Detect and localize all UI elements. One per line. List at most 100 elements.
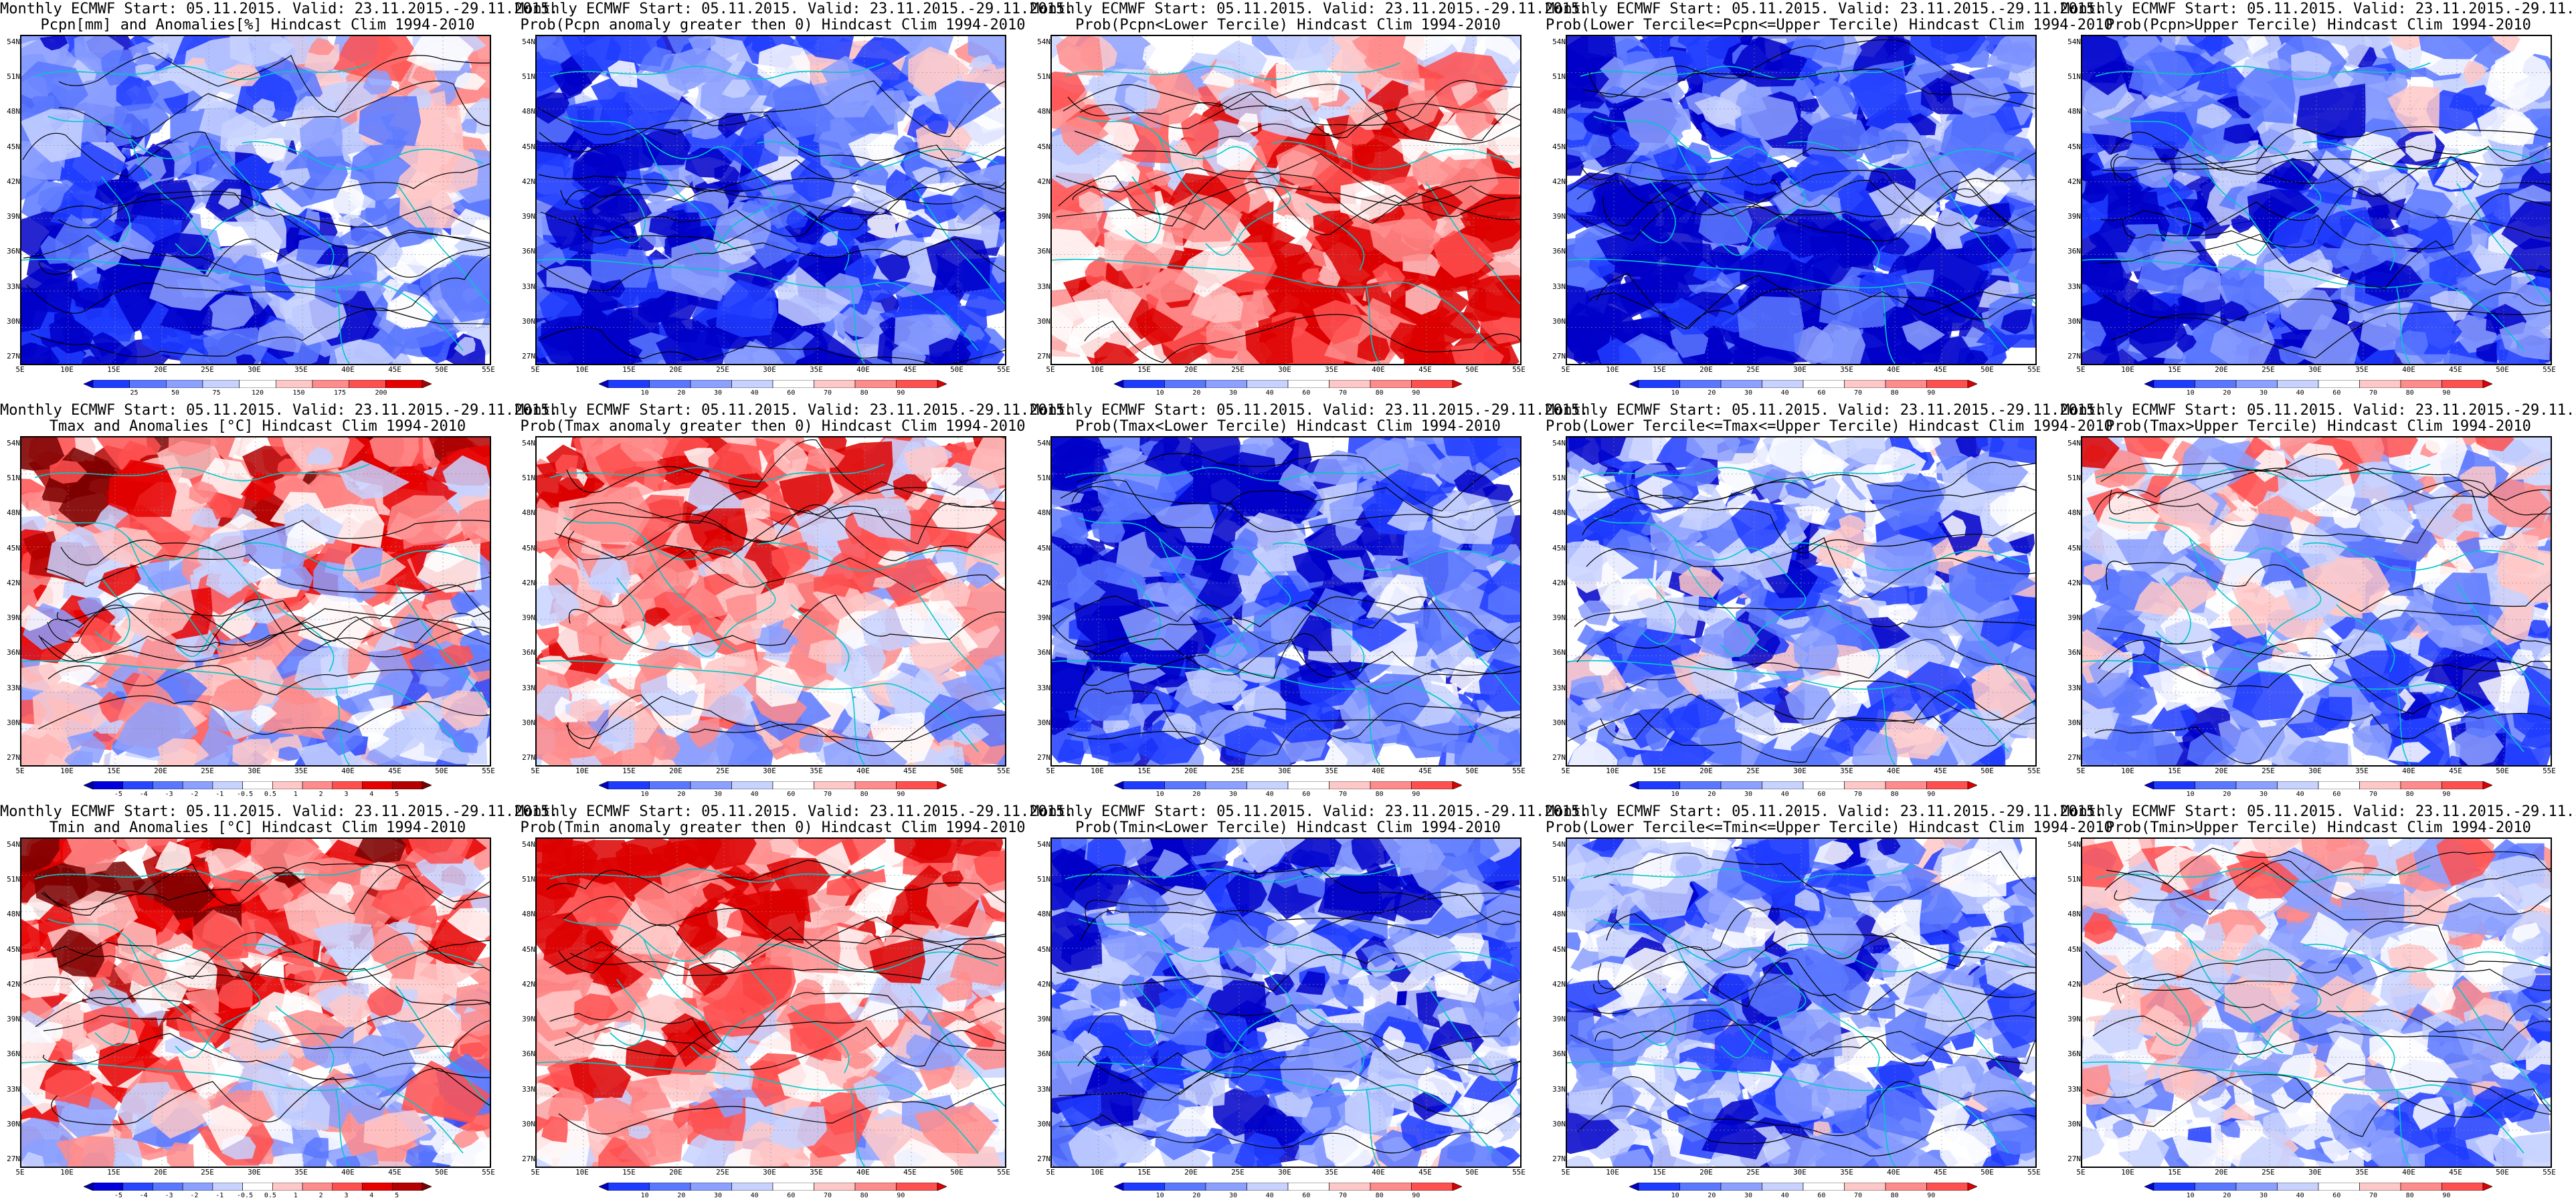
climatology-contours [22, 52, 490, 357]
longitude-label: 35E [1840, 767, 1853, 775]
latitude-label: 30N [1037, 1119, 1050, 1128]
latitude-label: 36N [1037, 648, 1050, 658]
map-field [21, 839, 490, 1167]
latitude-label: 45N [1037, 142, 1050, 151]
longitude-label: 50E [1981, 365, 1994, 374]
longitude-label: 20E [1184, 1168, 1198, 1177]
latitude-label: 36N [1037, 1049, 1050, 1059]
graticule [21, 437, 490, 765]
latitude-label: 39N [1037, 613, 1050, 623]
latitude-label: 30N [1037, 316, 1050, 326]
latitude-label: 27N [1037, 753, 1050, 762]
colorbar-label: 80 [2405, 389, 2414, 397]
latitude-label: 48N [1552, 508, 1566, 518]
latitude-label: 27N [2067, 753, 2081, 762]
latitude-label: 33N [1552, 683, 1566, 692]
latitude-label: 30N [7, 718, 20, 727]
longitude-label: 15E [2168, 767, 2181, 775]
colorbar-label: 40 [1780, 791, 1789, 798]
latitude-label: 27N [1552, 1155, 1566, 1163]
map-field [1052, 839, 1520, 1167]
longitude-label: 50E [435, 767, 448, 775]
panel-title-line2: Prob(Pcpn<Lower Tercile) Hindcast Clim 1… [1075, 17, 1501, 33]
colorbar-label: 20 [677, 1192, 686, 1199]
panel-title-line1: Monthly ECMWF Start: 05.11.2015. Valid: … [0, 402, 559, 419]
longitude-label: 5E [531, 1168, 540, 1177]
map-panel-14: Monthly ECMWF Start: 05.11.2015. Valid: … [1546, 803, 2113, 1204]
colorbar-label: 60 [1302, 1192, 1311, 1199]
longitude-label: 25E [2262, 365, 2275, 374]
latitude-label: 54N [1037, 840, 1050, 849]
colorbar-label: 10 [640, 791, 649, 798]
colorbar-label: 30 [2259, 1192, 2268, 1199]
latitude-label: 48N [522, 910, 535, 919]
latitude-label: 36N [7, 1049, 20, 1059]
colorbar-label: 40 [2296, 791, 2304, 798]
colorbar-label: 30 [2259, 389, 2268, 397]
panel-title-line1: Monthly ECMWF Start: 05.11.2015. Valid: … [1546, 803, 2104, 820]
colorbar-label: 80 [1375, 791, 1384, 798]
colorbar-label: 60 [1302, 791, 1311, 798]
colorbar-label: 30 [2259, 791, 2268, 798]
longitude-label: 30E [1278, 365, 1291, 374]
longitude-label: 50E [950, 767, 963, 775]
panel-title-line2: Prob(Tmax anomaly greater then 0) Hindca… [520, 418, 1026, 435]
colorbar-label: 30 [1744, 791, 1753, 798]
panel-title-line1: Monthly ECMWF Start: 05.11.2015. Valid: … [2061, 1, 2576, 17]
longitude-label: 35E [294, 767, 308, 775]
longitude-label: 35E [2355, 365, 2369, 374]
colorbar [599, 380, 947, 388]
climatology-contours [1569, 39, 2035, 330]
map-field [2082, 36, 2551, 364]
longitude-label: 20E [669, 767, 682, 775]
panel-title-line2: Pcpn[mm] and Anomalies[%] Hindcast Clim … [40, 17, 475, 33]
graticule [1052, 36, 1520, 364]
latitude-label: 39N [2067, 613, 2081, 623]
colorbar-label: 90 [2442, 1192, 2451, 1199]
map-area [1566, 35, 2037, 365]
longitude-label: 10E [1606, 1168, 1619, 1177]
latitude-label: 33N [2067, 1084, 2081, 1094]
panel-title-line2: Tmin and Anomalies [°C] Hindcast Clim 19… [49, 819, 466, 836]
panel-title-line1: Monthly ECMWF Start: 05.11.2015. Valid: … [1546, 1, 2104, 17]
longitude-label: 5E [2076, 767, 2086, 775]
colorbar-label: 70 [2369, 1192, 2378, 1199]
colorbar-label: 40 [2296, 389, 2304, 397]
latitude-label: 30N [522, 316, 535, 326]
latitude-label: 48N [522, 508, 535, 518]
latitude-label: 48N [1552, 107, 1566, 116]
latitude-label: 51N [1037, 72, 1050, 82]
map-area [1050, 436, 1522, 767]
latitude-label: 36N [1037, 247, 1050, 256]
graticule [1052, 839, 1520, 1167]
map-panel-1: Monthly ECMWF Start: 05.11.2015. Valid: … [0, 0, 558, 401]
colorbar-label: 80 [1375, 389, 1384, 397]
colorbar-label: 1 [293, 1192, 298, 1199]
longitude-label: 20E [1184, 365, 1198, 374]
longitude-label: 45E [903, 1168, 917, 1177]
colorbar-label: 80 [1890, 1192, 1899, 1199]
longitude-label: 10E [1091, 767, 1104, 775]
latitude-label: 39N [522, 212, 535, 221]
colorbar-label: 70 [2369, 791, 2378, 798]
latitude-label: 42N [522, 979, 535, 989]
map-field [1567, 36, 2035, 364]
longitude-label: 40E [2402, 1168, 2415, 1177]
longitude-label: 5E [1046, 1168, 1055, 1177]
map-area [2081, 35, 2552, 365]
colorbar-label: 10 [1156, 791, 1164, 798]
colorbar-label: 200 [375, 389, 387, 397]
latitude-label: 48N [1552, 910, 1566, 919]
colorbar-label: 10 [1156, 389, 1164, 397]
map-field [537, 437, 1005, 765]
climatology-contours [1055, 80, 1520, 363]
latitude-label: 33N [522, 282, 535, 291]
colorbar-label: 4 [369, 1192, 374, 1199]
map-panel-12: Monthly ECMWF Start: 05.11.2015. Valid: … [515, 803, 1073, 1204]
latitude-label: 27N [1552, 352, 1566, 361]
colorbar-label: 10 [640, 389, 649, 397]
panel-title-line2: Prob(Tmax>Upper Tercile) Hindcast Clim 1… [2106, 418, 2531, 435]
map-panel-15: Monthly ECMWF Start: 05.11.2015. Valid: … [2061, 803, 2576, 1204]
longitude-label: 25E [1746, 365, 1760, 374]
map-area [1566, 837, 2037, 1168]
